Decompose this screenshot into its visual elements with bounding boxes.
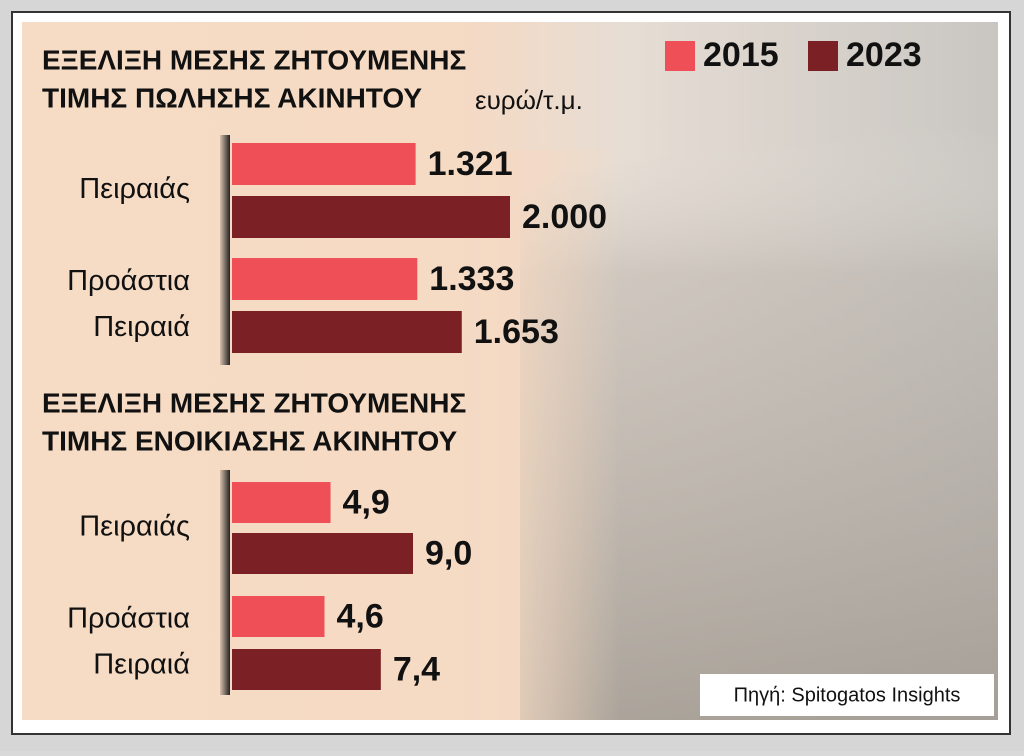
photo-fade [480, 150, 620, 720]
bar [232, 596, 325, 637]
value-label: 2.000 [522, 198, 607, 236]
bar [232, 143, 416, 185]
legend-swatch [665, 41, 695, 71]
bar [232, 649, 381, 690]
unit: ευρώ/τ.μ. [475, 85, 583, 115]
city-photo [520, 125, 998, 720]
category-label: Πειραιά [93, 649, 190, 681]
category-label: Προάστια [67, 265, 190, 297]
category-label: Πειραιάς [79, 173, 190, 205]
category-label: Πειραιάς [79, 511, 190, 543]
value-label: 9,0 [425, 534, 472, 572]
category-label: Πειραιά [93, 311, 190, 343]
value-label: 4,6 [337, 597, 384, 635]
value-label: 4,9 [343, 483, 390, 521]
legend-label: 2015 [703, 36, 779, 74]
source-box [700, 674, 994, 716]
value-label: 1.653 [474, 313, 559, 351]
category-label: Προάστια [67, 603, 190, 635]
chart-title: ΤΙΜΗΣ ΕΝΟΙΚΙΑΣΗΣ ΑΚΙΝΗΤΟΥ [42, 425, 458, 456]
bar [232, 196, 510, 238]
chart-title: ΕΞΕΛΙΞΗ ΜΕΣΗΣ ΖΗΤΟΥΜΕΝΗΣ [42, 44, 466, 75]
bar [232, 482, 331, 523]
source: Πηγή: Spitogatos Insights [734, 684, 961, 706]
separator [220, 470, 230, 695]
value-label: 1.321 [428, 145, 513, 183]
chart-title: ΕΞΕΛΙΞΗ ΜΕΣΗΣ ΖΗΤΟΥΜΕΝΗΣ [42, 387, 466, 418]
chart-title: ΤΙΜΗΣ ΠΩΛΗΣΗΣ ΑΚΙΝΗΤΟΥ [42, 82, 422, 113]
bar [232, 311, 462, 353]
legend-swatch [808, 41, 838, 71]
legend-label: 2023 [846, 36, 922, 74]
bar [232, 533, 413, 574]
separator [220, 135, 230, 365]
bar [232, 258, 418, 300]
value-label: 1.333 [429, 260, 514, 298]
value-label: 7,4 [393, 650, 440, 688]
